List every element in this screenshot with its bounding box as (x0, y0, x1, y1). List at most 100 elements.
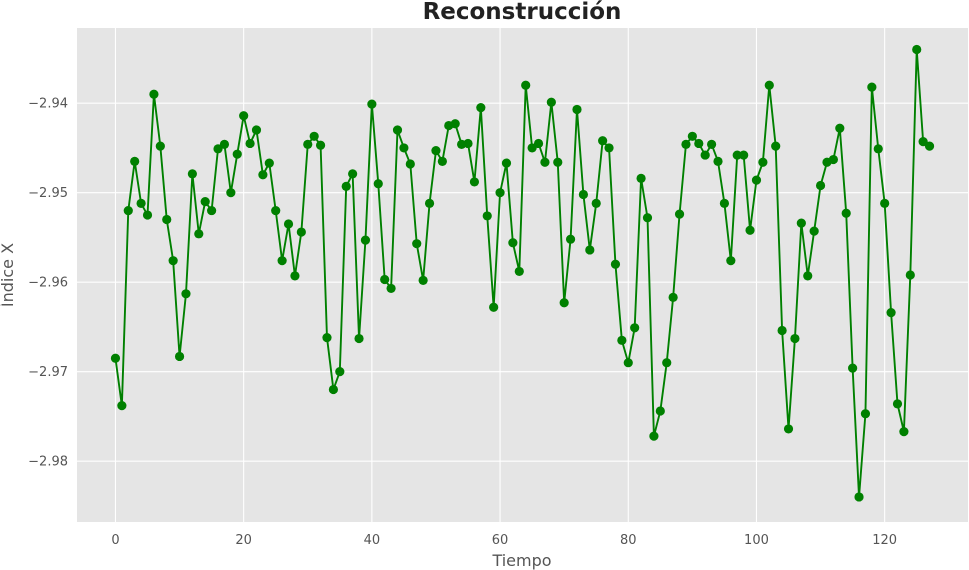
data-point (719, 198, 730, 209)
data-point (649, 431, 659, 441)
data-point (418, 275, 428, 285)
data-point (585, 245, 595, 255)
data-point (726, 256, 736, 266)
data-point (739, 150, 749, 160)
data-point (386, 283, 396, 294)
data-point (886, 307, 896, 318)
data-point (854, 492, 864, 502)
data-point (771, 141, 781, 151)
data-point (232, 149, 242, 159)
data-point (335, 367, 345, 377)
data-point (489, 302, 499, 312)
data-point (258, 170, 268, 180)
data-point (117, 401, 127, 411)
data-point (559, 298, 569, 308)
y-tick-labels: −2.98 −2.97 −2.96 −2.95 −2.94 (28, 97, 68, 470)
data-point (815, 180, 826, 191)
data-point (546, 97, 556, 107)
x-tick-label: 100 (744, 533, 769, 548)
data-point (540, 157, 550, 167)
data-point (700, 150, 710, 160)
data-point (604, 143, 614, 153)
data-point (155, 141, 165, 151)
data-point (591, 198, 601, 209)
data-point (783, 424, 794, 434)
data-point (630, 323, 640, 333)
y-axis-label: Índice X (0, 243, 17, 307)
y-tick-label: −2.96 (28, 276, 68, 291)
data-point (354, 333, 364, 344)
data-point (392, 125, 403, 135)
data-point (764, 80, 774, 90)
data-point (655, 406, 665, 416)
data-point (905, 270, 915, 280)
data-point (149, 89, 159, 99)
data-point (809, 226, 819, 236)
y-tick-label: −2.94 (28, 97, 68, 112)
data-point (431, 146, 441, 156)
data-point (110, 353, 121, 363)
data-point (239, 111, 249, 121)
x-tick-label: 120 (872, 533, 897, 548)
data-point (694, 138, 704, 149)
data-point (514, 266, 524, 277)
data-point (553, 157, 563, 167)
data-point (360, 235, 371, 245)
x-tick-label: 80 (620, 533, 637, 548)
data-point (380, 274, 390, 285)
data-point (508, 238, 518, 248)
data-point (187, 169, 197, 179)
data-point (687, 131, 697, 141)
series-group (110, 44, 935, 502)
data-point (200, 197, 210, 207)
data-point (309, 131, 319, 141)
data-point (880, 198, 890, 209)
data-point (174, 351, 185, 362)
data-point (758, 157, 768, 167)
data-point (521, 80, 531, 90)
data-point (142, 210, 153, 220)
data-point (713, 156, 723, 166)
data-point (181, 289, 191, 299)
data-point (681, 139, 691, 149)
data-point (642, 213, 653, 223)
data-point (290, 271, 300, 281)
data-point (828, 154, 838, 165)
data-point (533, 138, 544, 149)
data-point (168, 256, 178, 266)
data-point (251, 125, 262, 135)
data-point (501, 158, 512, 168)
data-point (860, 409, 871, 419)
data-point (207, 205, 217, 216)
data-point (617, 335, 627, 345)
data-point (867, 82, 877, 92)
data-point (315, 140, 326, 150)
data-point (598, 136, 608, 146)
data-point (565, 234, 576, 244)
y-tick-label: −2.95 (28, 186, 68, 201)
data-point (899, 427, 909, 437)
data-point (123, 205, 133, 216)
data-point (136, 198, 146, 209)
data-point (790, 333, 800, 344)
data-point (662, 358, 672, 368)
data-point (745, 225, 755, 235)
data-point (751, 175, 762, 185)
chart-title: Reconstrucción (423, 0, 622, 25)
data-point (636, 173, 646, 183)
data-point (245, 138, 255, 149)
x-tick-label: 20 (235, 533, 252, 548)
data-point (668, 292, 678, 302)
x-tick-label: 0 (111, 533, 119, 548)
data-point (424, 198, 435, 209)
data-point (469, 177, 480, 187)
data-point (610, 259, 621, 269)
data-point (803, 271, 813, 281)
data-point (219, 139, 230, 149)
data-point (924, 141, 935, 151)
data-point (412, 239, 422, 249)
data-point (777, 325, 787, 336)
data-point (405, 159, 415, 169)
data-point (873, 144, 883, 154)
